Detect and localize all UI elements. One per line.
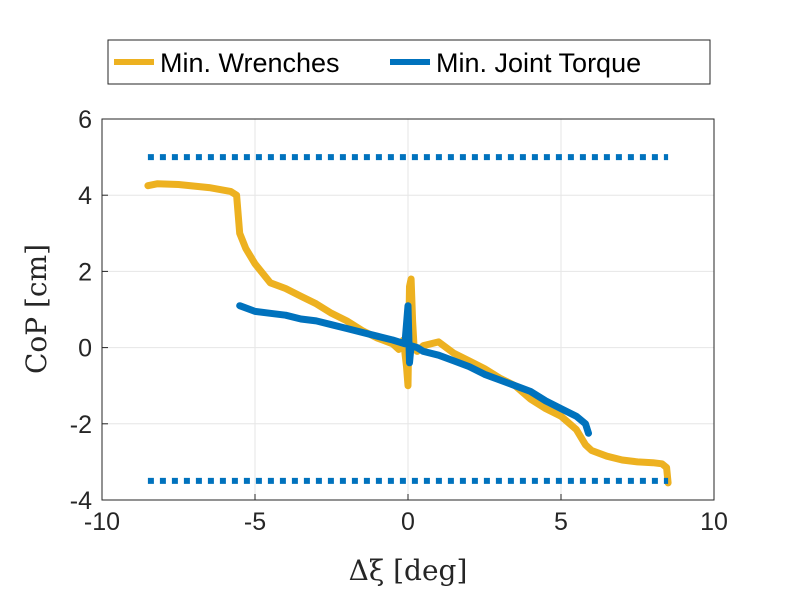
x-tick-label: -10 (84, 508, 120, 536)
y-tick-label: 2 (78, 258, 92, 286)
y-tick-label: 6 (78, 106, 92, 134)
y-tick-label: -4 (70, 487, 92, 515)
legend: Min. Wrenches Min. Joint Torque (107, 39, 711, 85)
y-axis-label: CoP [cm] (20, 244, 53, 374)
x-tick-label: 10 (700, 508, 728, 536)
y-tick-label: 4 (78, 182, 92, 210)
y-tick-label: -2 (70, 411, 92, 439)
x-tick-label: 5 (554, 508, 568, 536)
series-layer (144, 154, 672, 487)
series-line-min-joint-torque (236, 302, 592, 437)
legend-label-min-joint-torque: Min. Joint Torque (436, 48, 641, 78)
series-line-min-wrenches (144, 180, 672, 487)
y-tick-label: 0 (78, 335, 92, 363)
x-axis-label: Δξ [deg] (349, 554, 468, 587)
axis-ticks: -10 -5 0 5 10 -4 -2 0 2 4 6 (70, 106, 728, 536)
x-tick-label: 0 (401, 508, 415, 536)
x-tick-label: -5 (244, 508, 266, 536)
legend-label-min-wrenches: Min. Wrenches (160, 48, 340, 78)
